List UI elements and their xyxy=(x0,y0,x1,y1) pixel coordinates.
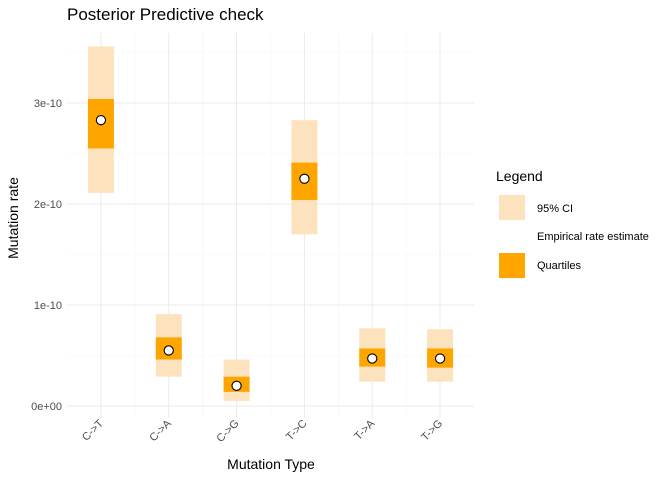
legend-swatch-ci xyxy=(499,195,525,220)
x-tick-label: T->A xyxy=(352,417,378,443)
x-tick-label: C->A xyxy=(147,417,174,444)
y-axis-ticks: 0e+00 1e-10 2e-10 3e-10 xyxy=(31,98,62,413)
x-tick-label: C->G xyxy=(214,418,241,445)
empirical-point xyxy=(231,380,242,391)
legend-swatch-quartiles xyxy=(499,253,525,278)
legend: Legend 95% CI Empirical rate estimate Qu… xyxy=(496,168,649,278)
chart-title: Posterior Predictive check xyxy=(67,5,264,24)
empirical-point xyxy=(367,353,378,364)
empirical-point xyxy=(163,345,174,356)
legend-title: Legend xyxy=(496,168,543,184)
legend-label-quartiles: Quartiles xyxy=(537,260,582,272)
x-tick-label: C->T xyxy=(80,417,106,443)
empirical-points xyxy=(95,115,446,391)
empirical-point xyxy=(95,115,107,126)
legend-label-empirical: Empirical rate estimate xyxy=(537,231,649,243)
y-tick-label: 3e-10 xyxy=(34,98,62,110)
x-tick-label: T->G xyxy=(419,418,445,444)
y-axis-title: Mutation rate xyxy=(5,177,21,259)
grid xyxy=(67,33,474,418)
empirical-point xyxy=(299,173,310,184)
y-tick-label: 2e-10 xyxy=(34,199,62,211)
x-axis-ticks: C->T C->A C->G T->C T->A T->G xyxy=(80,417,445,445)
y-tick-label: 1e-10 xyxy=(34,300,62,312)
x-axis-title: Mutation Type xyxy=(227,456,315,472)
x-tick-label: T->C xyxy=(284,418,310,444)
y-tick-label: 0e+00 xyxy=(31,401,62,413)
empirical-point xyxy=(434,353,446,364)
legend-label-ci: 95% CI xyxy=(537,203,573,215)
